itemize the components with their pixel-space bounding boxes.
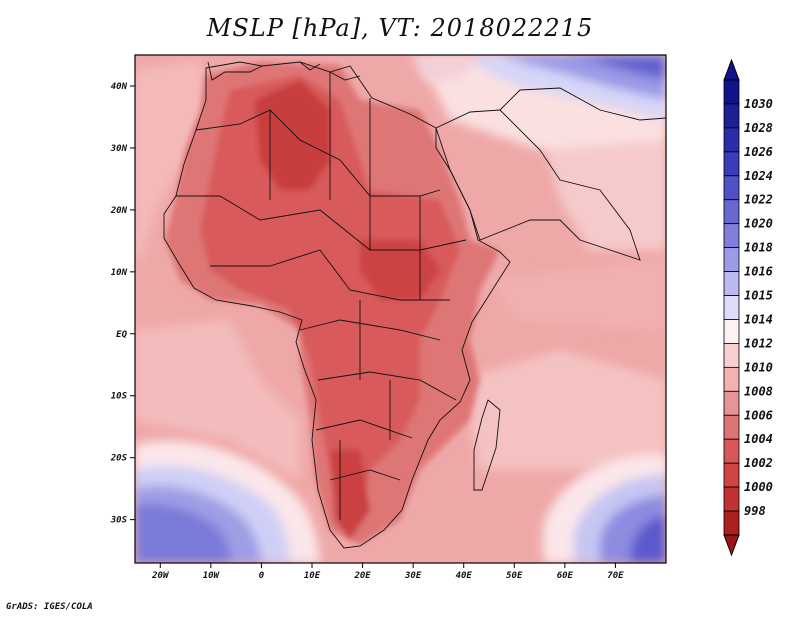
colorbar-label: 1002	[744, 456, 773, 470]
lon-tick-label: 50E	[506, 571, 523, 581]
colorbar-label: 1024	[744, 169, 773, 183]
colorbar-label: 1020	[744, 217, 773, 231]
coastline-europe	[207, 61, 361, 81]
lon-tick-label: 60E	[557, 571, 574, 581]
longitude-axis: 20W 10W 0 10E 20E 30E 40E 50E 60E 70E	[151, 563, 624, 581]
lon-tick-label: 30E	[404, 571, 422, 581]
colorbar-bottom-arrow	[723, 534, 740, 557]
colorbar-swatch	[723, 79, 740, 105]
colorbar-swatch	[723, 199, 740, 225]
colorbar-label: 1000	[744, 480, 773, 494]
colorbar-label: 1022	[744, 193, 773, 207]
lat-tick-label: 30N	[110, 144, 128, 154]
border-west-africa	[210, 249, 450, 301]
coastline-africa	[163, 61, 511, 549]
colorbar-swatch	[723, 486, 740, 512]
colorbar-swatch	[723, 438, 740, 464]
colorbar-swatch	[723, 127, 740, 153]
lat-tick-label: 40N	[111, 82, 128, 92]
lon-tick-label: 10E	[304, 571, 321, 581]
lat-tick-label: 20S	[110, 454, 128, 464]
colorbar-label: 1008	[744, 384, 773, 398]
border-meridional	[269, 72, 421, 520]
lat-tick-label: EQ	[116, 330, 127, 340]
coastline-madagascar	[473, 399, 501, 491]
coastline-arabia	[435, 109, 641, 261]
colorbar-swatch	[723, 414, 740, 440]
lat-tick-label: 30S	[110, 516, 128, 526]
colorbar: 1030 1028 1026 1024 1022 1020 1018 1016 1015 1014…	[723, 58, 773, 557]
colorbar-swatch	[723, 462, 740, 488]
colorbar-label: 1030	[744, 97, 773, 111]
plot-frame	[134, 54, 667, 564]
colorbar-swatch	[723, 175, 740, 201]
field-high-pressure	[135, 55, 666, 563]
lon-tick-label: 20E	[353, 571, 371, 581]
colorbar-swatch	[723, 247, 740, 272]
colorbar-label: 1028	[744, 121, 773, 135]
lat-tick-label: 10S	[111, 392, 128, 402]
colorbar-top-arrow	[723, 58, 740, 81]
colorbar-label: 1015	[744, 289, 773, 303]
border-southern-africa	[315, 419, 413, 439]
border-sahara	[195, 109, 441, 197]
colorbar-swatch	[723, 366, 740, 392]
colorbar-label: 1004	[744, 432, 773, 446]
lon-tick-label: 10W	[203, 571, 221, 581]
lon-tick-label: 70E	[607, 571, 624, 581]
colorbar-swatch	[723, 151, 740, 177]
lat-tick-label: 20N	[110, 206, 128, 216]
colorbar-swatch	[723, 295, 740, 320]
lon-tick-label: 20W	[151, 571, 170, 581]
lat-tick-label: 10N	[111, 268, 128, 278]
field-ocean-bands	[135, 55, 666, 480]
colorbar-swatch	[723, 271, 740, 296]
colorbar-swatch	[723, 103, 740, 129]
colorbar-label: 1006	[744, 408, 773, 422]
colorbar-swatch	[723, 343, 740, 368]
colorbar-swatch	[723, 390, 740, 416]
border-central-africa	[299, 319, 441, 341]
colorbar-label: 1014	[744, 312, 773, 326]
lon-tick-label: 40E	[456, 571, 473, 581]
border-south-africa	[329, 469, 401, 481]
map-title: MSLP [hPa], VT: 2018022215	[206, 14, 594, 42]
latitude-axis: 40N 30N 20N 10N EQ 10S 20S 30S	[110, 82, 135, 526]
colorbar-label: 1010	[744, 360, 773, 374]
colorbar-swatch	[723, 223, 740, 249]
colorbar-label: 1026	[744, 145, 773, 159]
colorbar-label: 1012	[744, 336, 773, 350]
colorbar-swatch	[723, 510, 740, 536]
colorbar-label: 998	[744, 504, 766, 518]
border-southern-central	[317, 371, 457, 401]
colorbar-swatch	[723, 319, 740, 344]
grads-credit: GrADS: IGES/COLA	[6, 602, 93, 612]
coastline-asia	[499, 87, 666, 121]
colorbar-label: 1016	[744, 265, 773, 279]
lon-tick-label: 0	[259, 571, 265, 581]
pressure-field	[135, 55, 666, 563]
colorbar-label: 1018	[744, 241, 773, 255]
coastlines-and-borders	[163, 61, 666, 549]
